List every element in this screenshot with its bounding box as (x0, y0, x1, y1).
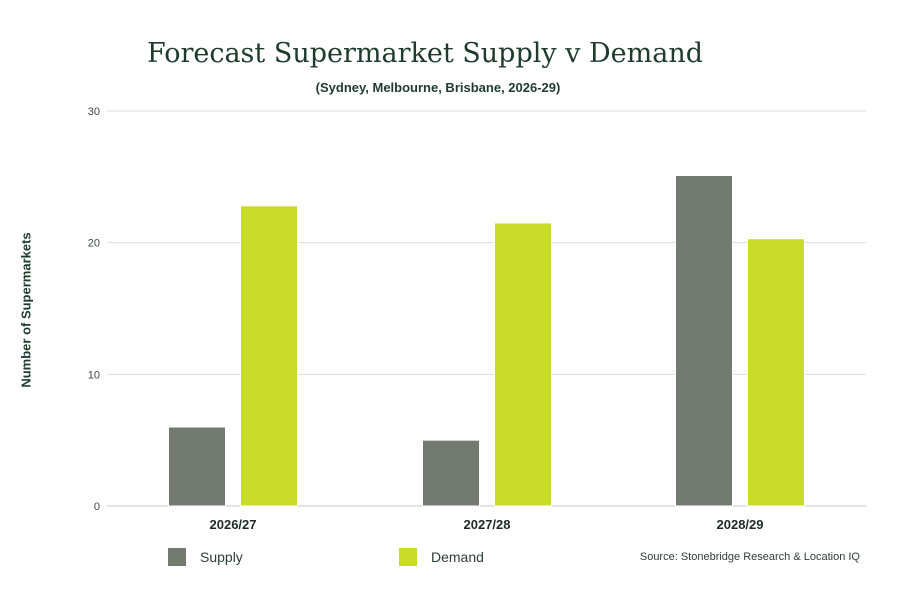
bars (168, 175, 805, 507)
x-tick-label: 2027/28 (464, 517, 511, 532)
x-tick-label: 2028/29 (717, 517, 764, 532)
y-tick-labels: 0 10 20 30 (88, 106, 100, 513)
y-tick-label: 20 (88, 238, 100, 250)
bar-supply-2 (422, 439, 480, 507)
x-tick-labels: 2026/27 2027/28 2028/29 (210, 517, 764, 532)
gridlines (107, 110, 866, 507)
bar-supply-1 (168, 426, 226, 507)
chart-title: Forecast Supermarket Supply v Demand (146, 38, 704, 69)
bar-demand-3 (747, 238, 805, 507)
x-tick-label: 2026/27 (210, 517, 257, 532)
legend-swatch-supply (168, 548, 186, 566)
legend-item-demand: Demand (399, 548, 484, 566)
source-note: Source: Stonebridge Research & Location … (639, 551, 860, 563)
bar-supply-3 (675, 175, 733, 507)
y-tick-label: 0 (94, 501, 100, 513)
bar-demand-1 (240, 205, 298, 507)
y-tick-label: 30 (88, 106, 100, 118)
legend-label-supply: Supply (200, 549, 243, 565)
legend-item-supply: Supply (168, 548, 243, 566)
legend-swatch-demand (399, 548, 417, 566)
chart-subtitle: (Sydney, Melbourne, Brisbane, 2026-29) (315, 80, 561, 95)
bar-demand-2 (494, 222, 552, 507)
y-tick-label: 10 (88, 369, 100, 381)
legend-label-demand: Demand (431, 549, 484, 565)
